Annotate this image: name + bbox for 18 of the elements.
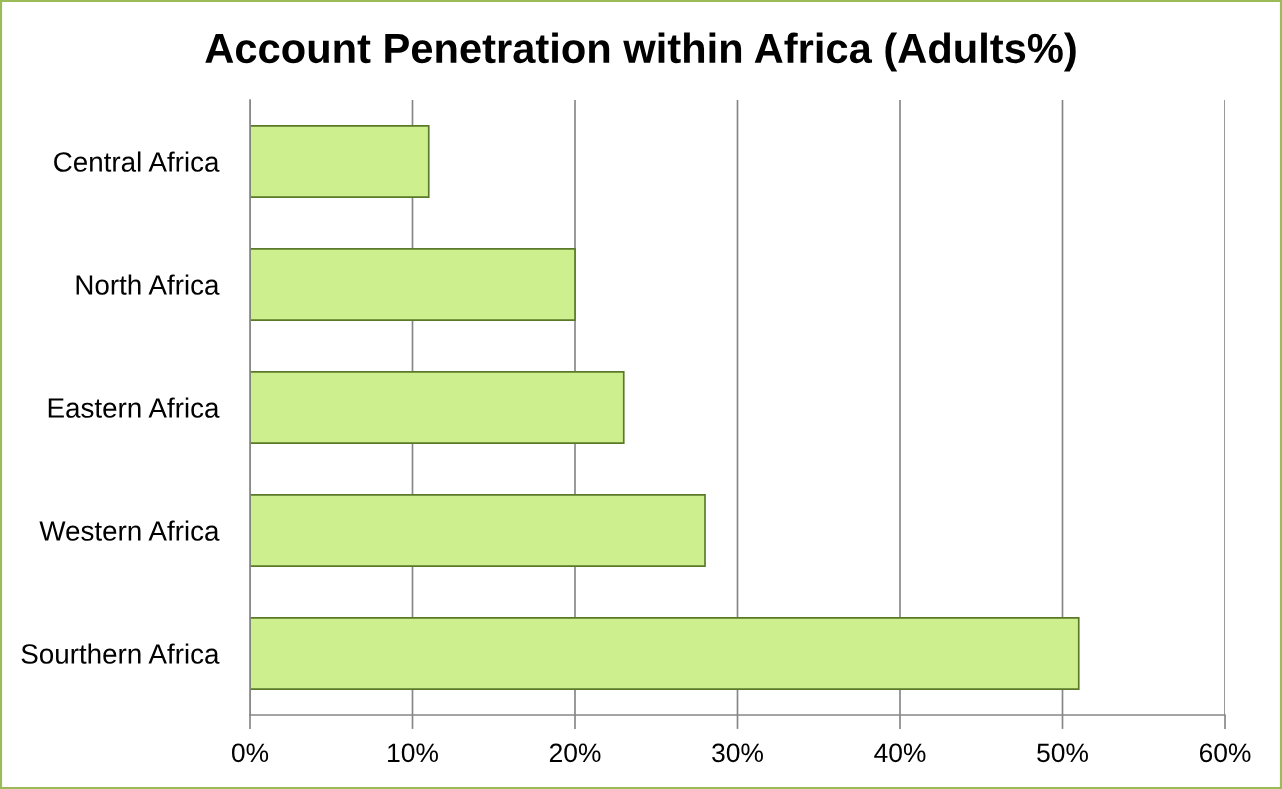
- y-tick-label: Western Africa: [39, 520, 220, 541]
- x-tick-label: 10%: [388, 743, 438, 763]
- bar: [250, 124, 430, 199]
- y-tick-label: Central Africa: [54, 151, 220, 172]
- x-tick-label: 60%: [1199, 743, 1251, 763]
- bar: [250, 616, 1080, 691]
- x-tick-label: 30%: [712, 743, 763, 763]
- y-tick-label: Sourthern Africa: [21, 643, 220, 664]
- bar: [250, 493, 706, 568]
- bar: [250, 370, 625, 445]
- y-tick-label: Eastern Africa: [48, 397, 220, 418]
- y-tick-label: North Africa: [76, 274, 220, 295]
- chart-title: Account Penetration within Africa (Adults%): [205, 32, 1076, 72]
- x-tick-label: 0%: [231, 743, 269, 763]
- x-tick-label: 20%: [549, 743, 601, 763]
- bar: [250, 247, 576, 322]
- x-tick-label: 50%: [1037, 743, 1088, 763]
- x-tick-label: 40%: [874, 743, 926, 763]
